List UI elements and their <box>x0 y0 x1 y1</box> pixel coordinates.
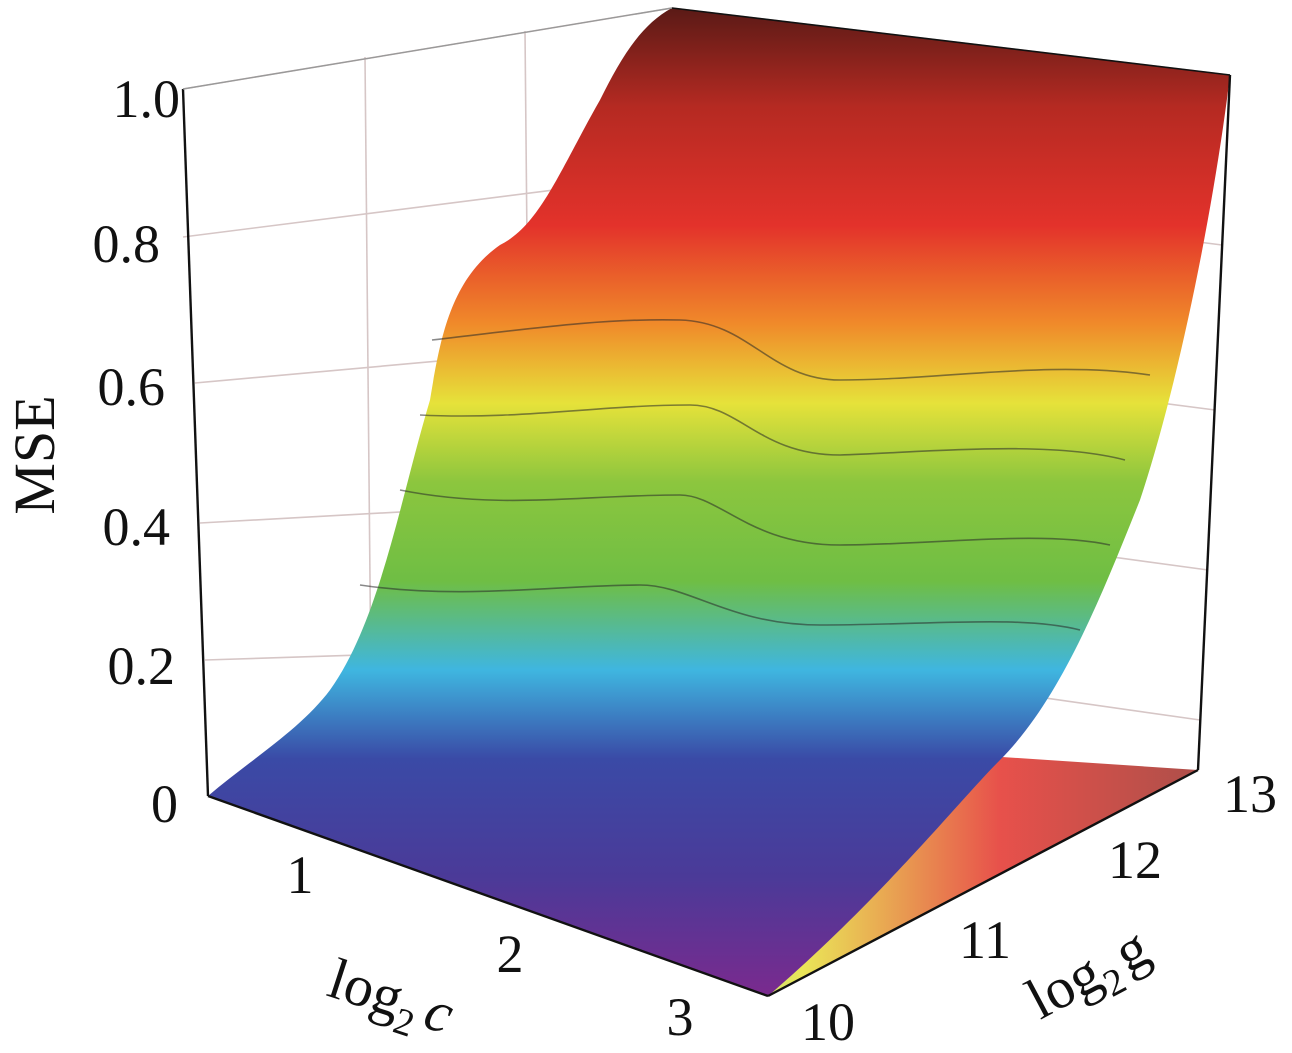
y-axis-title: log2g <box>1016 914 1164 1040</box>
z-tick-label: 0 <box>151 774 178 834</box>
back-frame-top-right <box>671 7 1231 76</box>
y-tick-label: 13 <box>1223 764 1277 824</box>
x-tick-label: 3 <box>667 987 694 1047</box>
z-axis-line <box>181 88 210 797</box>
z-tick-label: 0.6 <box>98 357 166 417</box>
y-ticks: 10 11 12 13 <box>801 764 1277 1052</box>
z-tick-label: 1.0 <box>113 69 181 129</box>
y-tick-label: 12 <box>1108 830 1162 890</box>
z-axis-title: MSE <box>2 395 67 514</box>
surface-contours <box>359 318 1151 631</box>
x-axis-title: log2c <box>318 946 462 1053</box>
z-tick-label: 0.4 <box>103 497 171 557</box>
z-tick-label: 0.2 <box>108 636 176 696</box>
y-axis-line <box>767 768 1199 998</box>
x-axis-line <box>207 794 769 998</box>
x-tick-label: 1 <box>287 845 314 905</box>
x-tick-label: 2 <box>497 924 524 984</box>
z-tick-label: 0.8 <box>93 214 161 274</box>
x-ticks: 1 2 3 <box>287 845 694 1047</box>
y-tick-label: 11 <box>959 910 1011 970</box>
back-frame-top <box>182 7 673 90</box>
right-frame-edge <box>1196 74 1232 771</box>
z-ticks: 0 0.2 0.4 0.6 0.8 1.0 <box>93 69 181 834</box>
y-tick-label: 10 <box>801 992 855 1052</box>
mse-surface <box>208 8 1230 996</box>
